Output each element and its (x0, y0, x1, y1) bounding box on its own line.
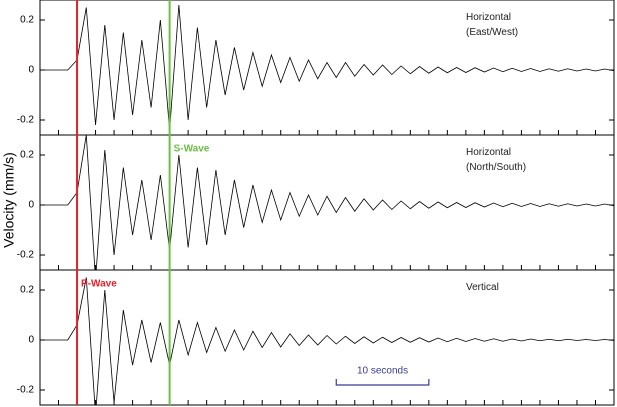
y-tick-label: 0 (28, 65, 34, 76)
y-tick-label: 0.2 (20, 285, 34, 296)
y-axis-label: Velocity (mm/s) (1, 152, 17, 248)
waveform (40, 4, 614, 131)
panel-label: Horizontal (East/West) (466, 12, 519, 38)
panel-label: Vertical (466, 282, 499, 293)
wave-label: P-Wave (81, 279, 117, 290)
y-tick-label: 0 (28, 200, 34, 211)
y-tick-label: -0.2 (17, 115, 35, 126)
wave-label: S-Wave (174, 144, 210, 155)
y-tick-label: 0.2 (20, 150, 34, 161)
scale-label: 10 seconds (357, 366, 408, 377)
y-tick-label: -0.2 (17, 385, 35, 396)
panel-frame (39, 269, 615, 406)
y-tick-label: -0.2 (17, 250, 35, 261)
waveform (40, 135, 614, 270)
scale-bar (335, 379, 430, 386)
panel-label: Horizontal (North/South) (466, 147, 527, 173)
waveform (40, 277, 614, 405)
y-tick-label: 0.2 (20, 15, 34, 26)
y-tick-label: 0 (28, 335, 34, 346)
